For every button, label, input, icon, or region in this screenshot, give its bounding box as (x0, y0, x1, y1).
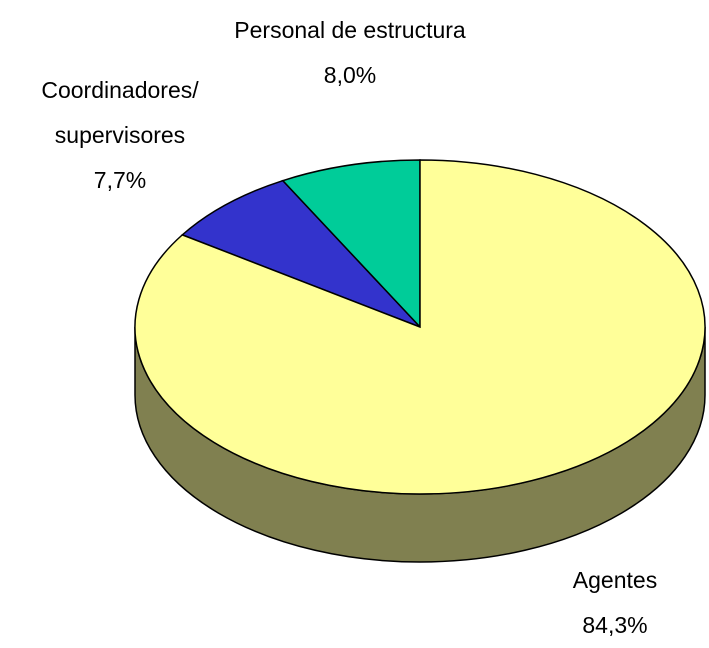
slice-label: Coordinadores/ supervisores 7,7% (0, 68, 240, 203)
category-name: Coordinadores/ supervisores (41, 77, 199, 148)
category-name: Personal de estructura (234, 17, 466, 43)
slice-label: Personal de estructura 8,0% (230, 8, 470, 98)
value-label: 7,7% (93, 167, 147, 193)
slice (134, 159, 706, 495)
category-name: Agentes (572, 567, 658, 593)
slice (180, 179, 421, 328)
value-label: 8,0% (323, 62, 377, 88)
slice (281, 159, 421, 329)
slice-label: Agentes 84,3% (520, 558, 709, 648)
value-label: 84,3% (582, 612, 648, 638)
